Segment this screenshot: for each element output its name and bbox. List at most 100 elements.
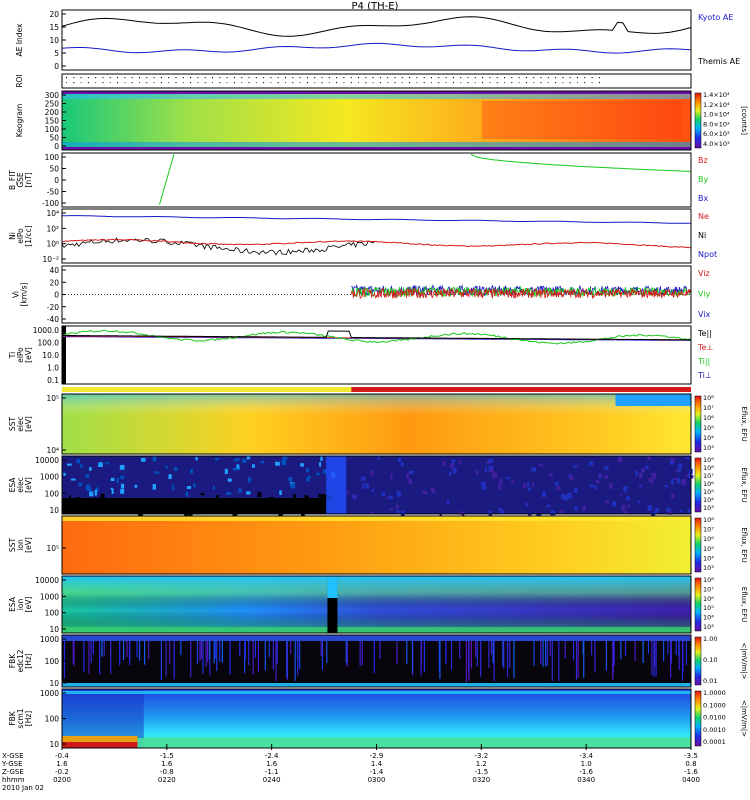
y-tick-label: 1000: [40, 689, 59, 698]
esa-elec-cell: [370, 470, 374, 476]
esa-elec-cell: [498, 483, 502, 490]
roi-dot: [277, 82, 279, 84]
esa-elec-cell: [172, 484, 175, 491]
fbk-edc-stripe: [206, 641, 209, 663]
esa-elec-cell: [116, 477, 119, 484]
colorbar-tick: 0.1000: [703, 701, 726, 709]
x-row-label: Y-GSE: [1, 760, 23, 768]
fbk-edc-stripe: [450, 641, 453, 670]
x-coord-label: -1.1: [265, 768, 279, 776]
esa-elec-cell: [604, 466, 609, 471]
ylabel-text: ESAion[eV]: [8, 596, 33, 612]
esa-elec-cell: [668, 511, 673, 515]
esa-elec-cell: [677, 468, 681, 473]
fbk-edc-stripe: [275, 641, 277, 682]
roi-dot: [504, 82, 505, 84]
colorbar-tick: 10⁸: [703, 394, 714, 402]
legend-ae: Themis AE: [697, 57, 740, 66]
fbk-edc-stripe: [214, 641, 216, 659]
legend-ti: Te⊥: [697, 343, 713, 352]
esa-elec-cell: [431, 489, 435, 494]
roi-dot: [87, 77, 89, 79]
esa-elec-cell: [110, 477, 115, 482]
colorbar-label: Eflux, EFU: [740, 467, 748, 502]
esa-elec-cell: [246, 456, 251, 460]
roi-dot: [598, 77, 600, 79]
esa-elec-cell: [605, 500, 610, 504]
fbk-edc-stripe: [470, 641, 473, 669]
ylabel-text: NielPo[1/cc]: [8, 225, 33, 246]
fbk-edc-stripe: [345, 641, 347, 664]
esa-elec-cell: [561, 493, 565, 500]
y-tick-label: 10⁴: [46, 446, 59, 455]
y-tick-label: -40: [47, 315, 59, 324]
ylabel-text: ESAelec[eV]: [8, 477, 33, 493]
date-label: 2010 Jan 02: [2, 784, 44, 792]
esa-elec-cell: [651, 478, 654, 485]
y-tick-label: 10000: [35, 456, 59, 465]
esa-elec-cell: [193, 483, 196, 488]
roi-dot: [525, 82, 527, 84]
esa-elec-cell: [651, 472, 656, 477]
colorbar-tick: 10⁶: [703, 414, 714, 422]
colorbar-tick: 1.4×10⁴: [703, 91, 730, 99]
roi-dot: [598, 82, 600, 84]
roi-dot: [343, 82, 345, 84]
colorbar-sst1: [694, 395, 702, 453]
y-tick-label: -20: [47, 303, 59, 312]
roi-dot: [66, 77, 67, 79]
roi-dot: [175, 77, 177, 79]
esa-elec-cell: [448, 471, 451, 476]
y-tick-label: 0: [54, 142, 59, 151]
fbk-edc-stripe: [492, 641, 494, 664]
esa-elec-cell: [70, 478, 76, 481]
legend-bfit: Bz: [698, 156, 708, 165]
mode-bar-slow: [62, 387, 352, 392]
te-par-line: [62, 330, 691, 341]
roi-dot: [511, 82, 513, 84]
fbk-edc-stripe: [545, 641, 547, 667]
esa-elec-cell: [673, 477, 677, 481]
ylabel-text: B_FITGSE[nT]: [8, 170, 33, 190]
esa-elec-cell: [406, 472, 409, 479]
esa-elec-cell: [449, 463, 454, 468]
esa-elec-cell: [381, 492, 386, 496]
esa-elec-cell: [676, 477, 680, 484]
roi-dot: [328, 82, 330, 84]
ni-line: [61, 237, 375, 256]
esa-elec-cell: [195, 457, 198, 461]
y-tick-label: 10⁵: [46, 544, 59, 553]
legend-ni: Npot: [698, 250, 717, 259]
roi-dot: [394, 82, 396, 84]
esa-elec-cell: [652, 474, 657, 480]
esa-elec-cell: [346, 491, 349, 495]
by-segment: [159, 154, 175, 205]
esa-elec-cell: [422, 490, 428, 495]
esa-elec-cell: [105, 462, 110, 465]
x-coord-label: -1.6: [579, 768, 593, 776]
panel-frame-ti: [61, 325, 692, 385]
esa-elec-cell: [492, 472, 498, 479]
fbk-edc-stripe: [165, 641, 167, 677]
fbk-edc-stripe: [221, 641, 223, 663]
esa-elec-cell: [594, 485, 597, 490]
colorbar-tick: 10³: [703, 504, 714, 512]
roi-dot: [365, 82, 367, 84]
roi-dot: [409, 77, 411, 79]
y-tick-label: 0: [54, 176, 59, 185]
esa-elec-cell: [500, 509, 504, 515]
esa-elec-cell: [574, 506, 578, 511]
esa-elec-cell: [554, 482, 559, 486]
x-hhmm-label: 0340: [577, 776, 595, 784]
esa-elec-cell: [90, 491, 93, 495]
ylabel-text: TielPo[eV]: [8, 347, 33, 363]
esa-elec-cell: [608, 483, 613, 489]
esa-elec-cell: [141, 457, 146, 462]
roi-dot: [139, 82, 140, 84]
roi-dot: [285, 77, 286, 79]
roi-dot: [547, 77, 549, 79]
roi-dot: [577, 77, 578, 79]
roi-dot: [226, 82, 228, 84]
colorbar-tick: 4.0×10³: [703, 140, 730, 148]
fbk-edc-stripe: [670, 641, 672, 664]
